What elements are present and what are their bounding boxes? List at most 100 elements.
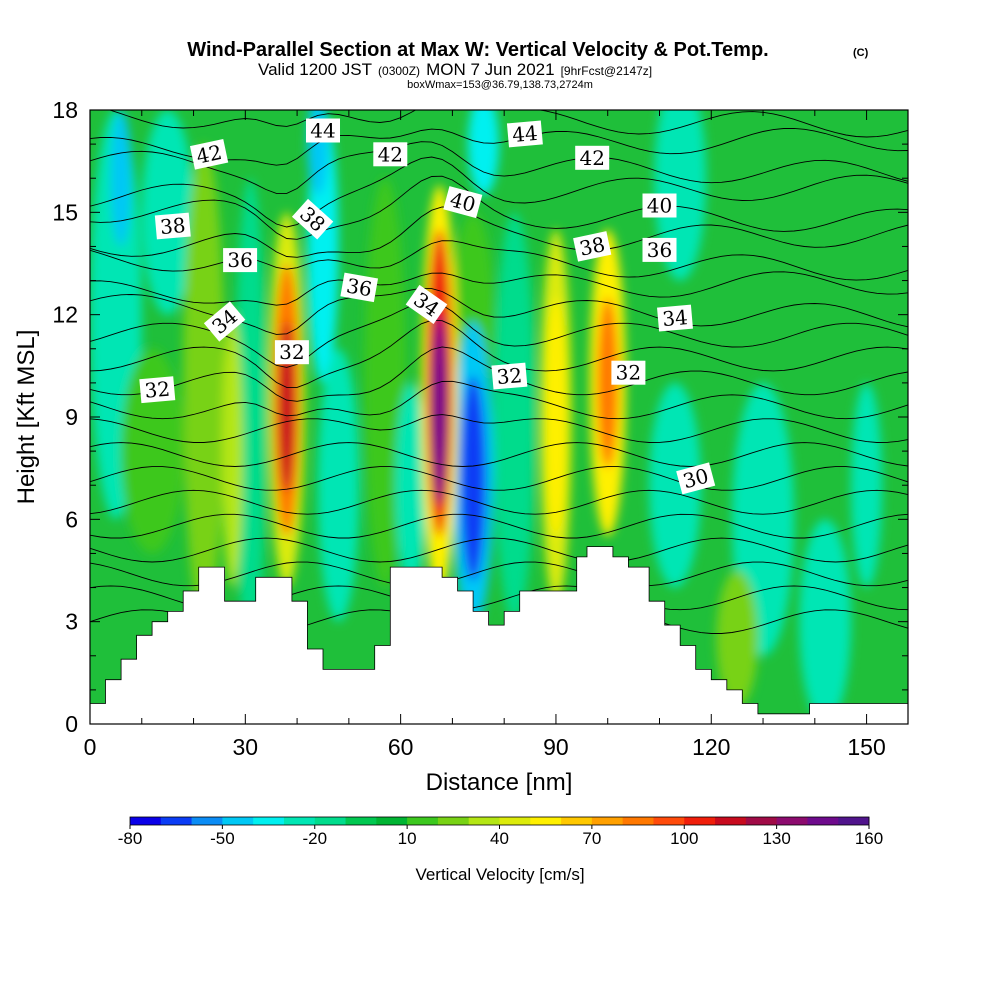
contour-label-box (203, 301, 246, 342)
contour-label-box (573, 231, 612, 262)
y-tick-label: 15 (52, 199, 78, 225)
contour-label-value: 38 (577, 232, 607, 261)
chart-title-mark: (C) (853, 47, 869, 59)
velocity-patch (183, 144, 225, 622)
contour-label-value: 40 (647, 194, 672, 218)
theta-contour (90, 175, 908, 240)
contour-label: 42 (189, 139, 229, 170)
contour-label-value: 38 (159, 213, 186, 239)
theta-contour (90, 206, 908, 258)
contour-label-box (642, 193, 677, 218)
contour-label-value: 44 (511, 121, 538, 147)
colorbar-swatch (622, 817, 654, 825)
contour-label-value: 32 (616, 361, 641, 385)
colorbar-swatch (530, 817, 562, 825)
velocity-patch (716, 570, 758, 707)
subtitle-date: MON 7 Jun 2021 (426, 60, 555, 79)
contour-label: 34 (657, 304, 693, 332)
contour-label: 42 (373, 142, 408, 167)
y-tick-label: 12 (52, 302, 78, 328)
contour-label: 36 (642, 237, 677, 262)
contour-label: 38 (154, 212, 191, 240)
subtitle-forecast: [9hrFcst@2147z] (561, 64, 653, 78)
theta-contour (90, 301, 908, 368)
contour-label-box (373, 142, 408, 167)
contour-label-box (657, 304, 693, 332)
theta-contour (90, 466, 908, 491)
velocity-patch (649, 382, 701, 588)
potential-temperature-contours (90, 110, 908, 634)
colorbar-swatch (684, 817, 716, 825)
y-tick-label: 0 (65, 711, 78, 737)
theta-contour (90, 537, 908, 563)
contour-label-value: 36 (345, 273, 374, 301)
contour-label: 44 (506, 120, 543, 148)
velocity-patch (467, 110, 499, 196)
velocity-patch (395, 382, 427, 588)
contour-label-value: 32 (279, 340, 304, 364)
theta-contour (90, 380, 908, 420)
colorbar-label: 70 (582, 829, 601, 848)
contour-label: 32 (274, 340, 309, 365)
colorbar-swatch (345, 817, 377, 825)
velocity-patch (460, 376, 487, 581)
velocity-patch (654, 110, 707, 281)
contour-label-value: 36 (647, 238, 672, 262)
velocity-patch (222, 314, 243, 588)
x-tick-label: 150 (847, 734, 885, 760)
contour-label-box (139, 376, 176, 404)
contour-label: 32 (611, 360, 646, 385)
contour-label-value: 44 (310, 119, 335, 143)
theta-contour (108, 110, 908, 138)
colorbar-label: -50 (210, 829, 235, 848)
colorbar-label: 100 (670, 829, 698, 848)
colorbar-swatch (253, 817, 285, 825)
y-axis-title: Height [Kft MSL] (13, 330, 40, 505)
velocity-patch (141, 110, 194, 315)
colorbar-swatch (376, 817, 408, 825)
contour-label-box (611, 360, 646, 385)
colorbar-swatch (407, 817, 439, 825)
colorbar: -80 -50 -20 10 40 70 100 130 160 (118, 816, 883, 848)
contour-label-box (274, 340, 309, 365)
colorbar-swatch (222, 817, 254, 825)
contour-label-value: 42 (579, 146, 604, 170)
contour-label: 36 (340, 272, 379, 303)
colorbar-swatch (437, 817, 470, 825)
terrain-mask (90, 546, 908, 724)
theta-contour (90, 156, 908, 228)
velocity-patch (799, 519, 852, 724)
contour-label: 32 (491, 362, 528, 390)
colorbar-swatch (715, 817, 747, 825)
velocity-patch (431, 314, 448, 506)
y-tick-label: 18 (52, 97, 78, 123)
colorbar-label: -80 (118, 829, 143, 848)
x-tick-label: 30 (233, 734, 259, 760)
contour-label-box (405, 284, 448, 324)
contour-label-box (340, 272, 379, 303)
colorbar-swatch (776, 817, 808, 825)
theta-contour (90, 319, 908, 388)
colorbar-swatch (807, 817, 839, 825)
colorbar-swatch (591, 817, 624, 825)
contour-label-value: 32 (496, 363, 523, 389)
subtitle-valid: Valid 1200 JST (258, 60, 372, 79)
contour-label-value: 36 (227, 248, 252, 272)
velocity-patch (493, 212, 536, 622)
colorbar-swatch (160, 817, 193, 825)
theta-contour (90, 489, 908, 515)
velocity-patch (110, 110, 132, 247)
theta-contour (90, 561, 908, 587)
contour-label-box (506, 120, 543, 148)
colorbar-label: 160 (855, 829, 883, 848)
box-note: boxWmax=153@36.79,138.73,2724m (407, 79, 593, 91)
x-tick-label: 0 (84, 734, 97, 760)
contour-label-value: 32 (144, 377, 171, 403)
theta-contour (90, 414, 908, 443)
colorbar-swatch (191, 817, 223, 825)
contour-label-box (491, 362, 528, 390)
